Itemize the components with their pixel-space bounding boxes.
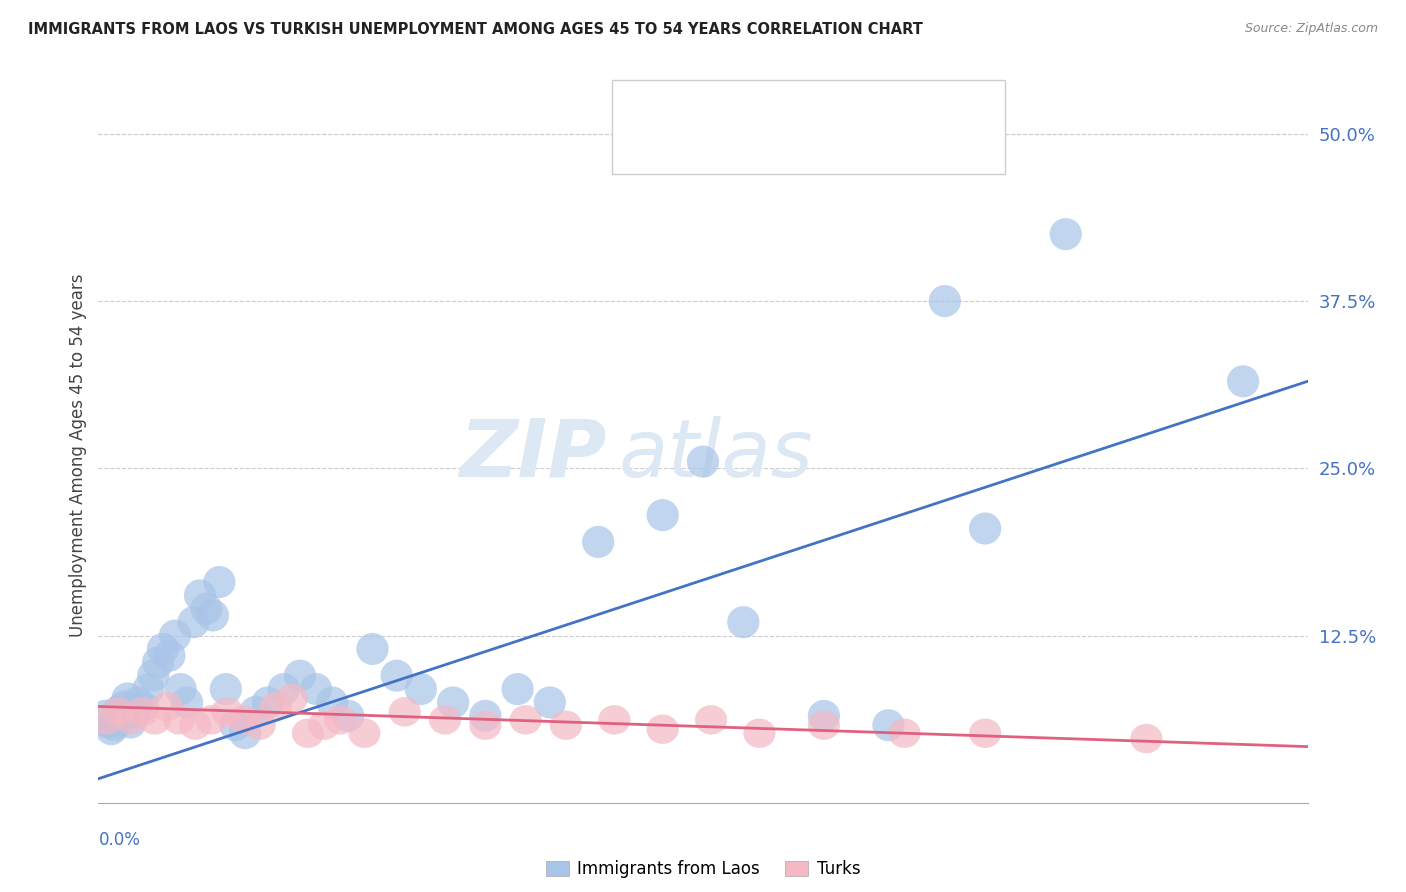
Ellipse shape: [582, 526, 614, 558]
Text: N =: N =: [794, 95, 858, 112]
Ellipse shape: [929, 285, 960, 318]
Ellipse shape: [647, 714, 679, 744]
Ellipse shape: [127, 690, 159, 723]
Ellipse shape: [349, 719, 381, 747]
Ellipse shape: [647, 500, 679, 532]
Ellipse shape: [118, 696, 150, 728]
Ellipse shape: [381, 660, 413, 692]
Ellipse shape: [872, 709, 904, 741]
Ellipse shape: [172, 687, 204, 719]
Text: R =: R =: [682, 136, 724, 154]
Ellipse shape: [132, 673, 165, 705]
Ellipse shape: [502, 673, 534, 705]
Ellipse shape: [1050, 219, 1081, 251]
Text: Source: ZipAtlas.com: Source: ZipAtlas.com: [1244, 22, 1378, 36]
Ellipse shape: [808, 699, 839, 731]
Ellipse shape: [332, 699, 364, 731]
Ellipse shape: [197, 599, 229, 632]
Text: -0.263: -0.263: [727, 136, 790, 154]
Ellipse shape: [153, 640, 186, 672]
Legend: Immigrants from Laos, Turks: Immigrants from Laos, Turks: [538, 854, 868, 885]
Ellipse shape: [299, 673, 332, 705]
Text: R =: R =: [682, 95, 734, 112]
Ellipse shape: [267, 673, 299, 705]
Ellipse shape: [184, 580, 217, 612]
Text: 52: 52: [845, 95, 866, 112]
Ellipse shape: [239, 696, 271, 728]
Ellipse shape: [598, 705, 630, 735]
Ellipse shape: [388, 698, 420, 726]
Ellipse shape: [165, 673, 197, 705]
Ellipse shape: [969, 719, 1001, 747]
Ellipse shape: [744, 719, 776, 747]
Ellipse shape: [91, 706, 124, 739]
Text: IMMIGRANTS FROM LAOS VS TURKISH UNEMPLOYMENT AMONG AGES 45 TO 54 YEARS CORRELATI: IMMIGRANTS FROM LAOS VS TURKISH UNEMPLOY…: [28, 22, 922, 37]
Ellipse shape: [325, 705, 356, 735]
Ellipse shape: [276, 684, 308, 714]
Ellipse shape: [1227, 366, 1260, 398]
Ellipse shape: [101, 696, 134, 728]
Text: 0.548: 0.548: [735, 95, 787, 112]
Ellipse shape: [204, 566, 235, 599]
Ellipse shape: [260, 692, 292, 721]
Ellipse shape: [470, 710, 502, 740]
Ellipse shape: [695, 705, 727, 735]
Ellipse shape: [688, 446, 718, 478]
Ellipse shape: [252, 687, 284, 719]
Ellipse shape: [177, 607, 209, 639]
Text: N =: N =: [803, 136, 866, 154]
Ellipse shape: [550, 710, 582, 740]
Ellipse shape: [159, 620, 191, 651]
Ellipse shape: [114, 706, 146, 739]
Text: 0.0%: 0.0%: [98, 830, 141, 848]
Ellipse shape: [114, 705, 146, 735]
Ellipse shape: [405, 673, 437, 705]
Ellipse shape: [808, 710, 839, 740]
Ellipse shape: [316, 687, 349, 719]
Text: 31: 31: [853, 136, 875, 154]
Y-axis label: Unemployment Among Ages 45 to 54 years: Unemployment Among Ages 45 to 54 years: [69, 273, 87, 637]
Ellipse shape: [190, 593, 222, 624]
Ellipse shape: [138, 660, 169, 692]
Text: atlas: atlas: [619, 416, 813, 494]
Ellipse shape: [111, 682, 143, 714]
Ellipse shape: [103, 698, 135, 726]
Ellipse shape: [90, 705, 122, 735]
Ellipse shape: [509, 705, 541, 735]
Ellipse shape: [243, 710, 276, 740]
Ellipse shape: [889, 719, 921, 747]
Ellipse shape: [292, 719, 325, 747]
Ellipse shape: [727, 607, 759, 639]
Ellipse shape: [229, 717, 262, 749]
Ellipse shape: [121, 687, 153, 719]
Ellipse shape: [1130, 724, 1163, 753]
Ellipse shape: [105, 704, 138, 736]
Ellipse shape: [969, 512, 1001, 544]
Ellipse shape: [470, 699, 502, 731]
Ellipse shape: [284, 660, 316, 692]
Ellipse shape: [308, 710, 340, 740]
Ellipse shape: [211, 698, 243, 726]
Ellipse shape: [179, 710, 211, 740]
Ellipse shape: [150, 692, 183, 721]
Text: ZIP: ZIP: [458, 416, 606, 494]
Ellipse shape: [195, 705, 228, 735]
Ellipse shape: [163, 705, 195, 735]
Ellipse shape: [98, 709, 131, 741]
Ellipse shape: [356, 633, 388, 665]
Ellipse shape: [146, 633, 179, 665]
Ellipse shape: [127, 698, 159, 726]
Ellipse shape: [437, 687, 470, 719]
Ellipse shape: [534, 687, 567, 719]
Ellipse shape: [209, 673, 242, 705]
Ellipse shape: [429, 705, 461, 735]
Ellipse shape: [142, 646, 174, 678]
Ellipse shape: [228, 705, 260, 735]
Ellipse shape: [108, 690, 141, 723]
Ellipse shape: [139, 705, 172, 735]
Ellipse shape: [89, 699, 121, 731]
Ellipse shape: [96, 714, 128, 746]
Ellipse shape: [219, 709, 252, 741]
